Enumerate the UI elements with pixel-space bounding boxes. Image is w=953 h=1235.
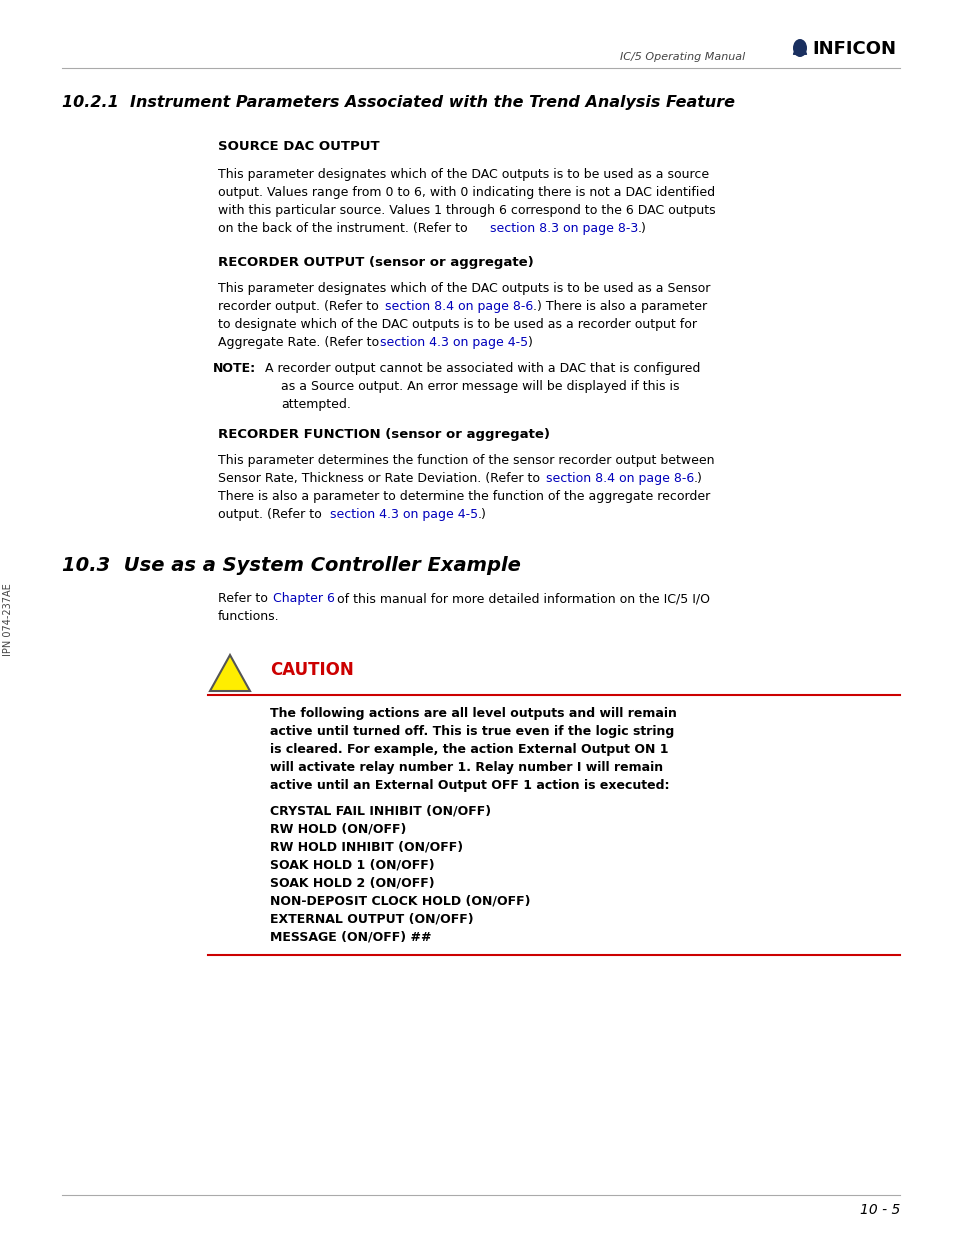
Text: A recorder output cannot be associated with a DAC that is configured: A recorder output cannot be associated w… (261, 362, 700, 375)
Text: SOAK HOLD 1 (ON/OFF): SOAK HOLD 1 (ON/OFF) (270, 860, 435, 872)
Text: Refer to: Refer to (218, 592, 272, 605)
Text: Aggregate Rate. (Refer to: Aggregate Rate. (Refer to (218, 336, 383, 350)
Text: SOAK HOLD 2 (ON/OFF): SOAK HOLD 2 (ON/OFF) (270, 877, 435, 890)
Text: 10.3  Use as a System Controller Example: 10.3 Use as a System Controller Example (62, 556, 520, 576)
Text: IC/5 Operating Manual: IC/5 Operating Manual (619, 52, 744, 62)
Text: SOURCE DAC OUTPUT: SOURCE DAC OUTPUT (218, 140, 379, 153)
Text: is cleared. For example, the action External Output ON 1: is cleared. For example, the action Exte… (270, 743, 668, 756)
Text: on the back of the instrument. (Refer to: on the back of the instrument. (Refer to (218, 222, 471, 235)
Polygon shape (210, 655, 250, 692)
Text: IPN 074-237AE: IPN 074-237AE (3, 584, 13, 656)
Text: !: ! (226, 669, 233, 684)
Text: will activate relay number 1. Relay number I will remain: will activate relay number 1. Relay numb… (270, 761, 662, 774)
Text: functions.: functions. (218, 610, 279, 622)
Text: This parameter designates which of the DAC outputs is to be used as a Sensor: This parameter designates which of the D… (218, 282, 710, 295)
Text: RW HOLD INHIBIT (ON/OFF): RW HOLD INHIBIT (ON/OFF) (270, 841, 462, 853)
Text: RW HOLD (ON/OFF): RW HOLD (ON/OFF) (270, 823, 406, 836)
Text: EXTERNAL OUTPUT (ON/OFF): EXTERNAL OUTPUT (ON/OFF) (270, 913, 473, 926)
Text: .): .) (693, 472, 702, 485)
Text: There is also a parameter to determine the function of the aggregate recorder: There is also a parameter to determine t… (218, 490, 709, 503)
Text: active until an External Output OFF 1 action is executed:: active until an External Output OFF 1 ac… (270, 779, 669, 792)
Text: RECORDER FUNCTION (sensor or aggregate): RECORDER FUNCTION (sensor or aggregate) (218, 429, 550, 441)
Text: INFICON: INFICON (811, 40, 895, 58)
Text: as a Source output. An error message will be displayed if this is: as a Source output. An error message wil… (281, 380, 679, 393)
Text: .): .) (477, 508, 486, 521)
Text: Chapter 6: Chapter 6 (273, 592, 335, 605)
Text: active until turned off. This is true even if the logic string: active until turned off. This is true ev… (270, 725, 674, 739)
Text: output. Values range from 0 to 6, with 0 indicating there is not a DAC identifie: output. Values range from 0 to 6, with 0… (218, 186, 715, 199)
Text: section 8.4 on page 8-6: section 8.4 on page 8-6 (545, 472, 694, 485)
Text: section 4.3 on page 4-5: section 4.3 on page 4-5 (379, 336, 528, 350)
Text: RECORDER OUTPUT (sensor or aggregate): RECORDER OUTPUT (sensor or aggregate) (218, 256, 533, 269)
Text: with this particular source. Values 1 through 6 correspond to the 6 DAC outputs: with this particular source. Values 1 th… (218, 204, 715, 217)
Text: attempted.: attempted. (281, 398, 351, 411)
Text: ): ) (527, 336, 533, 350)
Text: section 4.3 on page 4-5: section 4.3 on page 4-5 (330, 508, 477, 521)
Text: 10 - 5: 10 - 5 (859, 1203, 899, 1216)
Text: .) There is also a parameter: .) There is also a parameter (533, 300, 706, 312)
Text: This parameter determines the function of the sensor recorder output between: This parameter determines the function o… (218, 454, 714, 467)
Text: This parameter designates which of the DAC outputs is to be used as a source: This parameter designates which of the D… (218, 168, 708, 182)
Text: to designate which of the DAC outputs is to be used as a recorder output for: to designate which of the DAC outputs is… (218, 317, 697, 331)
Ellipse shape (792, 40, 806, 57)
Text: .): .) (638, 222, 646, 235)
Text: section 8.4 on page 8-6: section 8.4 on page 8-6 (385, 300, 533, 312)
Text: MESSAGE (ON/OFF) ##: MESSAGE (ON/OFF) ## (270, 931, 431, 944)
Text: NOTE:: NOTE: (213, 362, 255, 375)
Text: The following actions are all level outputs and will remain: The following actions are all level outp… (270, 706, 677, 720)
Text: section 8.3 on page 8-3: section 8.3 on page 8-3 (490, 222, 638, 235)
Text: recorder output. (Refer to: recorder output. (Refer to (218, 300, 382, 312)
Text: NON-DEPOSIT CLOCK HOLD (ON/OFF): NON-DEPOSIT CLOCK HOLD (ON/OFF) (270, 895, 530, 908)
Text: Sensor Rate, Thickness or Rate Deviation. (Refer to: Sensor Rate, Thickness or Rate Deviation… (218, 472, 543, 485)
Text: 10.2.1  Instrument Parameters Associated with the Trend Analysis Feature: 10.2.1 Instrument Parameters Associated … (62, 95, 734, 110)
Text: of this manual for more detailed information on the IC/5 I/O: of this manual for more detailed informa… (333, 592, 709, 605)
Text: CAUTION: CAUTION (270, 661, 354, 679)
Text: output. (Refer to: output. (Refer to (218, 508, 325, 521)
Text: CRYSTAL FAIL INHIBIT (ON/OFF): CRYSTAL FAIL INHIBIT (ON/OFF) (270, 805, 491, 818)
